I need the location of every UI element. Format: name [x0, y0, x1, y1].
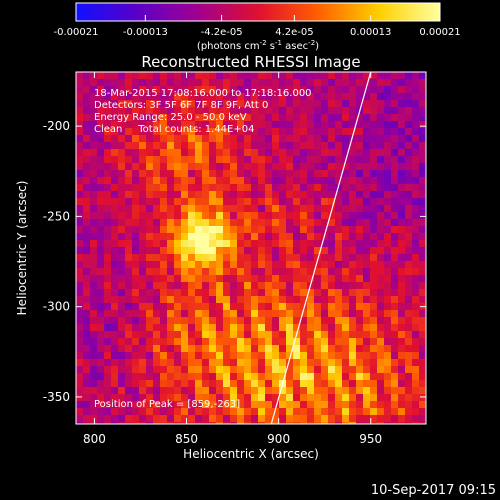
- y-tick-label: -200: [43, 119, 70, 133]
- y-tick-label: -350: [43, 390, 70, 404]
- y-tick-label: -300: [43, 300, 70, 314]
- colorbar-tick-label: -0.00013: [123, 27, 168, 38]
- y-tick-label: -250: [43, 209, 70, 223]
- y-axis: -200 -250 -300 -350: [43, 119, 426, 404]
- x-tick-label: 950: [359, 432, 382, 446]
- colorbar-tick-label: 0.00013: [350, 27, 391, 38]
- solar-limb-line: [270, 72, 372, 424]
- x-tick-label: 900: [267, 432, 290, 446]
- plot-frame: [75, 71, 427, 425]
- colorbar-unit-label: (photons cm-2 s-1 asec-2): [197, 39, 319, 52]
- colorbar-ticks: -0.00021 -0.00013 -4.2e-05 4.2e-05 0.00013 0.…: [54, 15, 461, 38]
- annotation-peak-position: Position of Peak = [859,-263]: [94, 399, 240, 410]
- colorbar-tick-label: 4.2e-05: [275, 27, 313, 38]
- heatmap-image: [76, 72, 426, 424]
- colorbar: -0.00021 -0.00013 -4.2e-05 4.2e-05 0.00013 0.…: [54, 2, 461, 52]
- x-axis: 800 850 900 950: [83, 72, 382, 446]
- colorbar-tick-label: 0.00021: [419, 27, 460, 38]
- annotation-detectors: Detectors: 3F 5F 6F 7F 8F 9F, Att 0: [94, 100, 268, 111]
- annotation-energy-range: Energy Range: 25.0 - 50.0 keV: [94, 112, 247, 123]
- x-axis-label: Heliocentric X (arcsec): [183, 447, 319, 461]
- x-tick-label: 800: [83, 432, 106, 446]
- info-annotations: 18-Mar-2015 17:08:16.000 to 17:18:16.000…: [94, 88, 312, 410]
- y-axis-label: Heliocentric Y (arcsec): [15, 181, 29, 316]
- chart-title: Reconstructed RHESSI Image: [141, 53, 360, 71]
- annotation-time-range: 18-Mar-2015 17:08:16.000 to 17:18:16.000: [94, 88, 312, 99]
- colorbar-gradient: [75, 2, 441, 22]
- x-tick-label: 850: [175, 432, 198, 446]
- colorbar-tick-label: -4.2e-05: [201, 27, 243, 38]
- annotation-clean-counts: Clean Total counts: 1.44E+04: [94, 124, 254, 135]
- footer-timestamp: 10-Sep-2017 09:15: [371, 483, 496, 498]
- colorbar-tick-label: -0.00021: [54, 27, 99, 38]
